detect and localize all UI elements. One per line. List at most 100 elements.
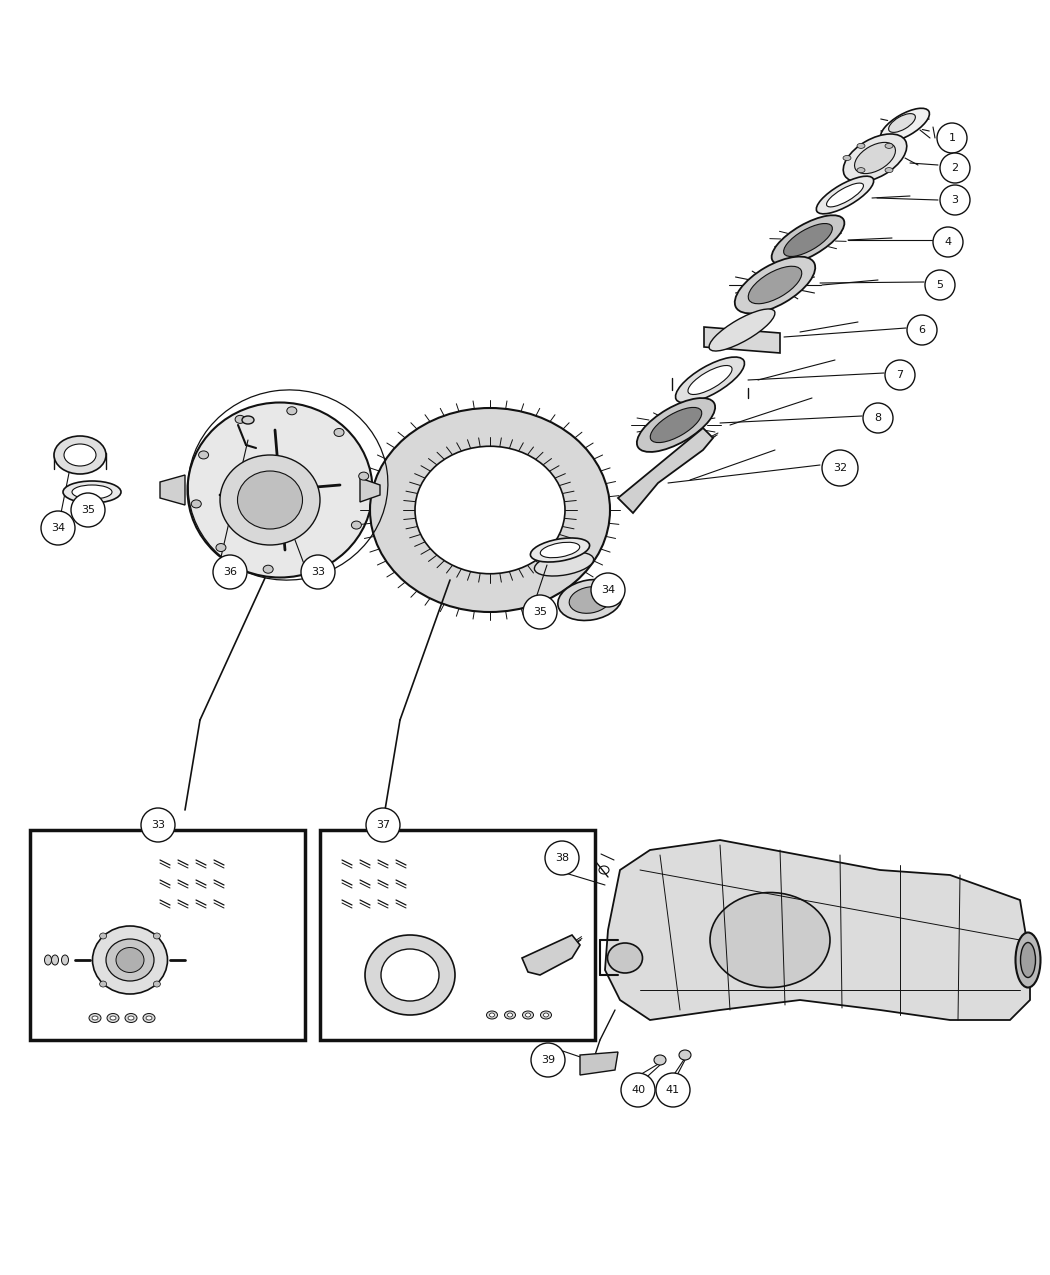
Ellipse shape	[749, 266, 802, 303]
Ellipse shape	[198, 451, 209, 459]
Ellipse shape	[843, 156, 851, 161]
Ellipse shape	[106, 938, 154, 980]
Bar	[320, 830, 595, 1040]
Text: 1: 1	[948, 133, 956, 143]
Ellipse shape	[857, 167, 865, 172]
Ellipse shape	[1015, 932, 1041, 988]
Ellipse shape	[191, 500, 202, 507]
Circle shape	[822, 450, 858, 486]
Circle shape	[863, 403, 892, 434]
Ellipse shape	[489, 1014, 495, 1017]
Ellipse shape	[843, 134, 907, 182]
Ellipse shape	[783, 223, 833, 256]
Polygon shape	[160, 476, 185, 505]
Ellipse shape	[287, 407, 297, 414]
Circle shape	[545, 842, 579, 875]
Circle shape	[523, 595, 556, 629]
Circle shape	[71, 493, 105, 527]
Ellipse shape	[359, 472, 369, 481]
Ellipse shape	[650, 408, 701, 442]
Ellipse shape	[486, 1011, 498, 1019]
Ellipse shape	[525, 1014, 530, 1017]
Ellipse shape	[220, 455, 320, 544]
Circle shape	[621, 1074, 655, 1107]
Ellipse shape	[885, 143, 892, 148]
Circle shape	[907, 315, 937, 346]
Text: 36: 36	[223, 567, 237, 578]
Text: 34: 34	[601, 585, 615, 595]
Circle shape	[885, 360, 915, 390]
Circle shape	[213, 555, 247, 589]
Ellipse shape	[888, 113, 916, 133]
Ellipse shape	[107, 1014, 119, 1023]
Ellipse shape	[381, 949, 439, 1001]
Text: 35: 35	[81, 505, 94, 515]
Ellipse shape	[216, 543, 226, 552]
Text: 35: 35	[533, 607, 547, 617]
Polygon shape	[360, 478, 380, 502]
Circle shape	[940, 185, 970, 215]
Circle shape	[591, 572, 625, 607]
Text: 39: 39	[541, 1054, 555, 1065]
Polygon shape	[580, 1052, 618, 1075]
Ellipse shape	[92, 926, 168, 994]
Text: 2: 2	[951, 163, 959, 173]
Ellipse shape	[816, 176, 874, 214]
Text: 8: 8	[875, 413, 882, 423]
Ellipse shape	[881, 108, 929, 142]
Circle shape	[937, 122, 967, 153]
Ellipse shape	[530, 538, 590, 562]
Ellipse shape	[688, 366, 732, 394]
Ellipse shape	[143, 1014, 155, 1023]
Polygon shape	[605, 840, 1030, 1020]
Ellipse shape	[128, 1016, 134, 1020]
Text: 7: 7	[897, 370, 904, 380]
Ellipse shape	[188, 403, 373, 578]
Text: 33: 33	[151, 820, 165, 830]
Circle shape	[925, 270, 956, 300]
Bar	[30, 830, 304, 1040]
Ellipse shape	[352, 521, 361, 529]
Ellipse shape	[504, 1011, 516, 1019]
Text: 37: 37	[376, 820, 390, 830]
Ellipse shape	[415, 446, 565, 574]
Ellipse shape	[569, 586, 611, 613]
Ellipse shape	[92, 1016, 98, 1020]
Ellipse shape	[235, 416, 245, 423]
Ellipse shape	[334, 428, 344, 436]
Ellipse shape	[153, 933, 161, 938]
Ellipse shape	[51, 955, 59, 965]
Ellipse shape	[1021, 942, 1035, 978]
Ellipse shape	[63, 481, 121, 504]
Ellipse shape	[608, 944, 643, 973]
Ellipse shape	[315, 557, 324, 565]
Ellipse shape	[523, 1011, 533, 1019]
Ellipse shape	[826, 184, 863, 207]
Ellipse shape	[146, 1016, 152, 1020]
Ellipse shape	[370, 408, 610, 612]
Circle shape	[41, 511, 75, 544]
Ellipse shape	[541, 542, 580, 557]
Ellipse shape	[679, 1051, 691, 1060]
Circle shape	[301, 555, 335, 589]
Ellipse shape	[72, 484, 112, 499]
Ellipse shape	[100, 933, 107, 938]
Ellipse shape	[54, 436, 106, 474]
Ellipse shape	[709, 309, 775, 351]
Ellipse shape	[242, 416, 254, 425]
Ellipse shape	[44, 955, 51, 965]
Ellipse shape	[544, 1014, 548, 1017]
Ellipse shape	[675, 357, 744, 403]
Text: 40: 40	[631, 1085, 645, 1095]
Circle shape	[940, 153, 970, 184]
Circle shape	[366, 808, 400, 842]
Ellipse shape	[710, 892, 830, 988]
Ellipse shape	[637, 398, 715, 451]
Ellipse shape	[507, 1014, 512, 1017]
Ellipse shape	[153, 980, 161, 987]
Ellipse shape	[735, 256, 815, 314]
Polygon shape	[704, 326, 780, 353]
Ellipse shape	[558, 580, 623, 621]
Ellipse shape	[89, 1014, 101, 1023]
Text: 34: 34	[51, 523, 65, 533]
